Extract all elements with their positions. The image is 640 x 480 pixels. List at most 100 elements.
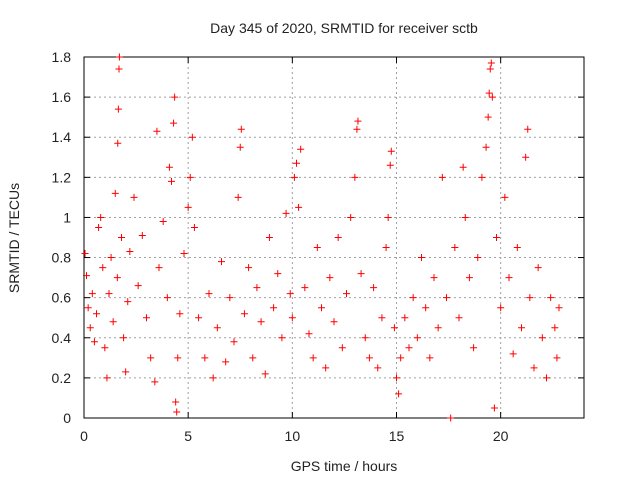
data-point (105, 290, 113, 298)
x-tick-label: 10 (285, 428, 301, 444)
data-point (124, 298, 132, 306)
data-point (83, 272, 90, 280)
data-point (230, 338, 238, 346)
data-point (237, 125, 245, 133)
data-point (84, 304, 92, 312)
data-point (286, 290, 294, 298)
x-tick-label: 0 (80, 428, 88, 444)
data-point (347, 213, 355, 221)
data-point (497, 304, 505, 312)
data-point (459, 163, 467, 171)
data-point (159, 217, 167, 225)
data-point (538, 334, 546, 342)
data-point (487, 59, 495, 67)
y-tick-label: 0.4 (52, 330, 72, 346)
data-point (134, 282, 142, 290)
y-tick-label: 0.6 (52, 290, 72, 306)
data-point (484, 113, 492, 121)
y-tick-label: 1.8 (52, 49, 72, 65)
data-point (171, 93, 179, 101)
data-point (151, 378, 159, 386)
data-point (297, 145, 305, 153)
y-tick-label: 1.4 (52, 129, 72, 145)
y-tick-label: 0.8 (52, 250, 72, 266)
data-point (434, 324, 442, 332)
data-point (261, 370, 269, 378)
data-point (490, 404, 498, 412)
data-point (170, 119, 178, 127)
data-point (209, 374, 217, 382)
data-point (505, 274, 513, 282)
data-point (374, 364, 382, 372)
data-point (322, 364, 330, 372)
data-point (93, 310, 100, 318)
data-point (455, 314, 463, 322)
data-point (184, 203, 192, 211)
x-axis-label: GPS time / hours (291, 458, 398, 474)
data-point (103, 374, 111, 382)
data-point (147, 354, 155, 362)
data-point (155, 264, 163, 272)
data-point (451, 244, 459, 252)
y-tick-label: 0.2 (52, 370, 72, 386)
data-point (201, 354, 209, 362)
data-point (382, 244, 390, 252)
data-point (282, 209, 290, 217)
data-point (443, 294, 450, 302)
data-point (430, 274, 438, 282)
data-point (295, 203, 303, 211)
data-point (461, 213, 469, 221)
data-point (478, 173, 486, 181)
data-point (107, 254, 115, 262)
data-point (101, 344, 109, 352)
data-point (543, 374, 550, 382)
data-point (90, 338, 98, 346)
data-point (357, 270, 365, 278)
chart-title: Day 345 of 2020, SRMTID for receiver sct… (210, 20, 478, 36)
data-point (130, 193, 138, 201)
data-point (88, 290, 96, 298)
data-point (305, 330, 313, 338)
data-point (113, 274, 121, 282)
data-point (270, 304, 278, 312)
data-point (309, 354, 317, 362)
data-point (555, 304, 563, 312)
data-point (226, 294, 234, 302)
plot-frame (83, 56, 585, 419)
data-point (180, 250, 188, 258)
data-point (218, 258, 225, 266)
data-point (205, 290, 213, 298)
y-tick-label: 0 (63, 410, 71, 426)
data-point (393, 374, 400, 382)
data-point (378, 314, 386, 322)
data-point (334, 234, 342, 241)
data-point (426, 354, 434, 362)
data-point (387, 147, 395, 155)
data-point (405, 344, 413, 352)
data-point (418, 254, 425, 262)
y-tick-label: 1.2 (52, 169, 72, 185)
data-point (174, 354, 182, 362)
data-point (222, 358, 230, 366)
data-points (81, 53, 563, 422)
data-point (488, 93, 496, 101)
data-point (186, 173, 194, 181)
axis-ticks: 0 0.2 0.4 0.6 0.8 1 1.2 1.4 1.6 1.8 0 5 10 15 20 (52, 49, 584, 444)
data-point (120, 334, 128, 342)
x-tick-label: 20 (493, 428, 509, 444)
data-point (109, 318, 117, 326)
x-tick-label: 15 (389, 428, 405, 444)
data-point (245, 264, 253, 272)
data-point (470, 344, 478, 352)
data-point (493, 234, 500, 241)
data-point (111, 189, 119, 197)
data-point (115, 53, 123, 61)
data-point (338, 344, 346, 352)
data-point (447, 414, 455, 422)
data-point (165, 163, 173, 171)
data-point (318, 304, 325, 312)
data-point (115, 65, 123, 73)
data-point (343, 290, 350, 298)
data-point (501, 193, 509, 201)
